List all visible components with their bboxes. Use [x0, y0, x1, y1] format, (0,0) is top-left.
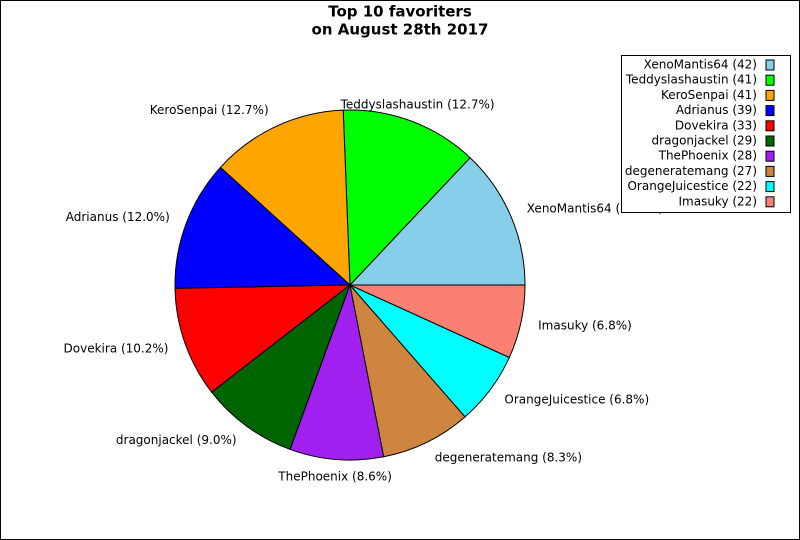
legend-swatch [765, 59, 775, 71]
legend-swatch [765, 150, 775, 162]
slice-label: KeroSenpai (12.7%) [150, 103, 269, 117]
slice-label: Imasuky (6.8%) [538, 318, 632, 332]
pie-slice [289, 283, 385, 461]
chart-title: Top 10 favoriters [328, 3, 472, 21]
slice-label: Teddyslashaustin (12.7%) [340, 97, 495, 111]
pie-slice [219, 109, 351, 287]
slice-label: Adrianus (12.0%) [66, 210, 170, 224]
legend-label: KeroSenpai (41) [661, 88, 757, 102]
legend-label: dragonjackel (29) [652, 134, 757, 148]
legend-label: XenoMantis64 (42) [644, 58, 757, 72]
legend-swatch [765, 165, 775, 177]
pie-slice [342, 109, 471, 287]
legend-swatch [765, 89, 775, 101]
slice-label: degeneratemang (8.3%) [435, 450, 582, 464]
legend-swatch [765, 105, 775, 117]
pie-slice [210, 283, 352, 451]
legend-swatch [765, 120, 775, 132]
legend-box [621, 55, 791, 213]
legend-swatch [765, 135, 775, 147]
slice-label: ThePhoenix (8.6%) [277, 469, 392, 483]
pie-slice [349, 284, 526, 359]
chart-title: on August 28th 2017 [312, 21, 489, 39]
legend-label: Dovekira (33) [675, 118, 757, 132]
legend-swatch [765, 74, 775, 86]
legend-label: Adrianus (39) [676, 103, 757, 117]
legend-label: OrangeJuicestice (22) [627, 179, 757, 193]
legend-swatch [765, 196, 775, 208]
pie-slice [174, 284, 352, 393]
legend-label: Imasuky (22) [678, 194, 757, 208]
slice-label: OrangeJuicestice (6.8%) [504, 392, 649, 406]
pie-slice [348, 157, 526, 286]
legend-label: ThePhoenix (28) [658, 149, 757, 163]
slice-label: Dovekira (10.2%) [64, 342, 169, 356]
slice-label: dragonjackel (9.0%) [116, 433, 237, 447]
pie-slice [174, 166, 352, 289]
legend-label: degeneratemang (27) [625, 164, 757, 178]
legend-swatch [765, 181, 775, 193]
pie-slice [349, 283, 466, 458]
legend-label: Teddyslashaustin (41) [625, 73, 757, 87]
